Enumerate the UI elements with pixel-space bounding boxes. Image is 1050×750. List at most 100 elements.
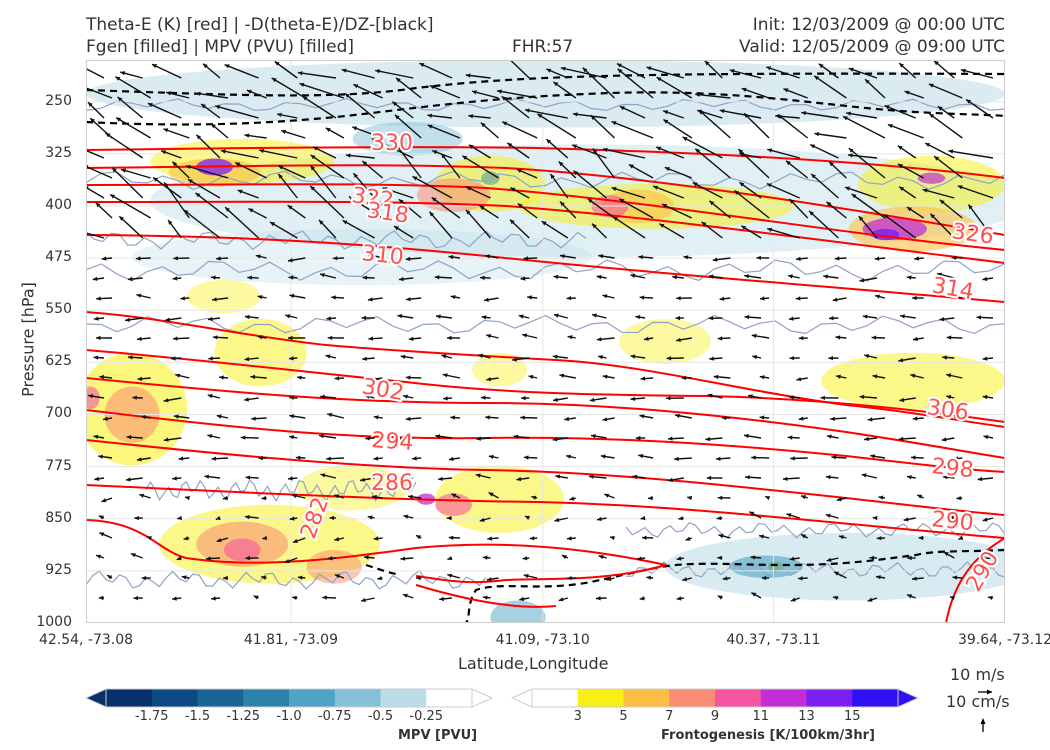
wind-vector-head bbox=[759, 534, 764, 539]
theta-e-contour bbox=[86, 200, 1005, 264]
wind-vector bbox=[767, 148, 800, 159]
wind-vector-head bbox=[744, 113, 749, 118]
mpv-colorbar-frame bbox=[105, 688, 473, 708]
colorbar-tick: 3 bbox=[573, 709, 582, 724]
wind-vector-head bbox=[90, 118, 95, 123]
wind-vector-head bbox=[716, 456, 721, 461]
wind-vector-head bbox=[302, 96, 308, 101]
wind-vector-head bbox=[399, 276, 404, 282]
wind-vector-head bbox=[630, 396, 636, 401]
wind-vector-head bbox=[717, 336, 723, 341]
wind-vector-head bbox=[215, 515, 221, 520]
wind-vector-head bbox=[708, 316, 714, 321]
mpv-colorbar-segment bbox=[289, 689, 336, 707]
wind-vector-head bbox=[117, 97, 123, 102]
wind-vector-head bbox=[319, 219, 324, 225]
wind-vector-head bbox=[836, 374, 841, 379]
wind-vector-head bbox=[295, 455, 301, 460]
y-axis-label: Pressure [hPa] bbox=[18, 282, 38, 397]
wind-vector-head bbox=[789, 556, 795, 561]
wind-vector-head bbox=[589, 397, 595, 402]
dthetae-dz-contour bbox=[86, 91, 1005, 126]
wind-vector-head bbox=[133, 595, 138, 601]
wind-vector bbox=[187, 178, 221, 199]
wind-vector-head bbox=[922, 188, 928, 193]
wind-vector-head bbox=[883, 214, 889, 219]
wind-vector-head bbox=[639, 414, 645, 419]
x-tick-label: 41.81, -73.09 bbox=[243, 632, 338, 648]
wind-vector-head bbox=[320, 394, 325, 399]
wind-vector-head bbox=[288, 335, 293, 341]
colorbar-tick: -1.0 bbox=[276, 709, 302, 724]
wind-vector-head bbox=[216, 256, 221, 261]
wind-vector-head bbox=[527, 295, 532, 300]
wind-vector-head bbox=[795, 296, 801, 301]
wind-vector-head bbox=[288, 476, 293, 481]
wind-vector bbox=[933, 155, 963, 179]
shaded-region bbox=[619, 318, 711, 365]
wind-vector-head bbox=[244, 356, 250, 362]
wind-vector-head bbox=[488, 492, 494, 497]
wind-vector-head bbox=[823, 274, 828, 279]
wind-vector-head bbox=[859, 278, 865, 283]
wind-vector bbox=[733, 189, 770, 219]
wind-vector-head bbox=[829, 161, 834, 167]
wind-vector-head bbox=[744, 433, 749, 439]
wind-vector-head bbox=[951, 255, 957, 260]
wind-vector-head bbox=[968, 204, 973, 210]
wind-vector bbox=[344, 92, 376, 119]
mpv-contour bbox=[625, 561, 1005, 578]
wind-vector-head bbox=[352, 126, 358, 131]
wind-vector bbox=[465, 186, 491, 199]
wind-vector bbox=[612, 216, 646, 239]
wind-vector-head bbox=[216, 538, 222, 543]
wind-vector-head bbox=[937, 272, 943, 277]
mpv-colorbar-segment bbox=[106, 689, 153, 707]
wind-vector-head bbox=[485, 254, 490, 259]
wind-vector bbox=[694, 148, 731, 179]
wind-vector bbox=[646, 66, 684, 79]
wind-vector-head bbox=[851, 194, 857, 199]
wind-vector bbox=[884, 105, 916, 119]
wind-vector-head bbox=[525, 108, 530, 113]
wind-vector-head bbox=[558, 161, 564, 167]
wind-vector-head bbox=[717, 555, 722, 561]
wind-vector-head bbox=[717, 495, 723, 500]
wind-vector-head bbox=[478, 353, 484, 358]
colorbar-tick: -1.75 bbox=[134, 709, 169, 724]
wind-vector-head bbox=[255, 254, 261, 259]
wind-vector-head bbox=[678, 516, 684, 521]
wind-vector-head bbox=[939, 317, 945, 322]
wind-vector-head bbox=[582, 67, 588, 73]
wind-vector-head bbox=[525, 516, 530, 520]
wind-vector-head bbox=[224, 64, 230, 69]
wind-vector-head bbox=[604, 493, 610, 498]
wind-vector-head bbox=[261, 495, 267, 501]
wind-vector-head bbox=[370, 137, 376, 142]
wind-vector-head bbox=[846, 111, 851, 116]
wind-vector-head bbox=[695, 92, 700, 97]
wind-vector-head bbox=[558, 597, 564, 602]
wind-vector-head bbox=[271, 78, 277, 83]
wind-vector-head bbox=[364, 555, 369, 560]
wind-vector-head bbox=[942, 355, 947, 360]
wind-vector-head bbox=[541, 221, 547, 226]
wind-vector-head bbox=[208, 356, 213, 361]
wind-vector-head bbox=[297, 575, 303, 580]
wind-vector-head bbox=[270, 222, 275, 227]
wind-vector-head bbox=[834, 256, 840, 261]
wind-vector-head bbox=[552, 437, 558, 442]
wind-vector-head bbox=[101, 498, 107, 503]
wind-vector-head bbox=[789, 199, 795, 204]
wind-vector-head bbox=[297, 71, 303, 76]
wind-vector-head bbox=[954, 415, 960, 420]
wind-vector-head bbox=[115, 76, 121, 81]
wind-vector-head bbox=[134, 515, 139, 521]
wind-vector-head bbox=[250, 374, 255, 380]
wind-vector-head bbox=[788, 274, 793, 279]
wind-vector-head bbox=[345, 153, 351, 158]
wind-vector bbox=[509, 60, 530, 79]
wind-vector bbox=[810, 173, 839, 199]
wind-vector-head bbox=[721, 415, 727, 421]
wind-vector bbox=[948, 150, 994, 159]
